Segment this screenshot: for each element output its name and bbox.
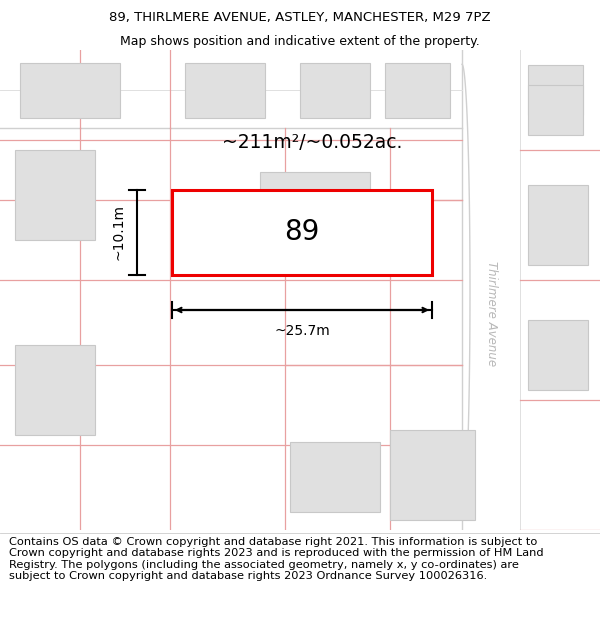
Text: ~10.1m: ~10.1m (111, 204, 125, 261)
Bar (260, 172, 370, 262)
Bar (528, 65, 583, 115)
Bar (15, 345, 95, 435)
Bar (290, 442, 380, 512)
Text: Thirlmere Avenue: Thirlmere Avenue (485, 261, 497, 366)
Bar (172, 190, 432, 275)
Text: 89, THIRLMERE AVENUE, ASTLEY, MANCHESTER, M29 7PZ: 89, THIRLMERE AVENUE, ASTLEY, MANCHESTER… (109, 11, 491, 24)
Bar (15, 150, 95, 240)
Bar (385, 63, 450, 118)
Bar (300, 63, 370, 118)
Text: ~211m²/~0.052ac.: ~211m²/~0.052ac. (222, 132, 402, 151)
Bar (462, 50, 520, 530)
Bar (0, 90, 462, 128)
Text: Contains OS data © Crown copyright and database right 2021. This information is : Contains OS data © Crown copyright and d… (9, 537, 544, 581)
Text: 89: 89 (284, 219, 320, 246)
Bar (390, 430, 475, 520)
Bar (528, 320, 588, 390)
Bar (185, 63, 265, 118)
Text: ~25.7m: ~25.7m (274, 324, 330, 338)
Text: Map shows position and indicative extent of the property.: Map shows position and indicative extent… (120, 35, 480, 48)
Bar (528, 85, 583, 135)
Bar (528, 185, 588, 265)
Bar (20, 63, 120, 118)
